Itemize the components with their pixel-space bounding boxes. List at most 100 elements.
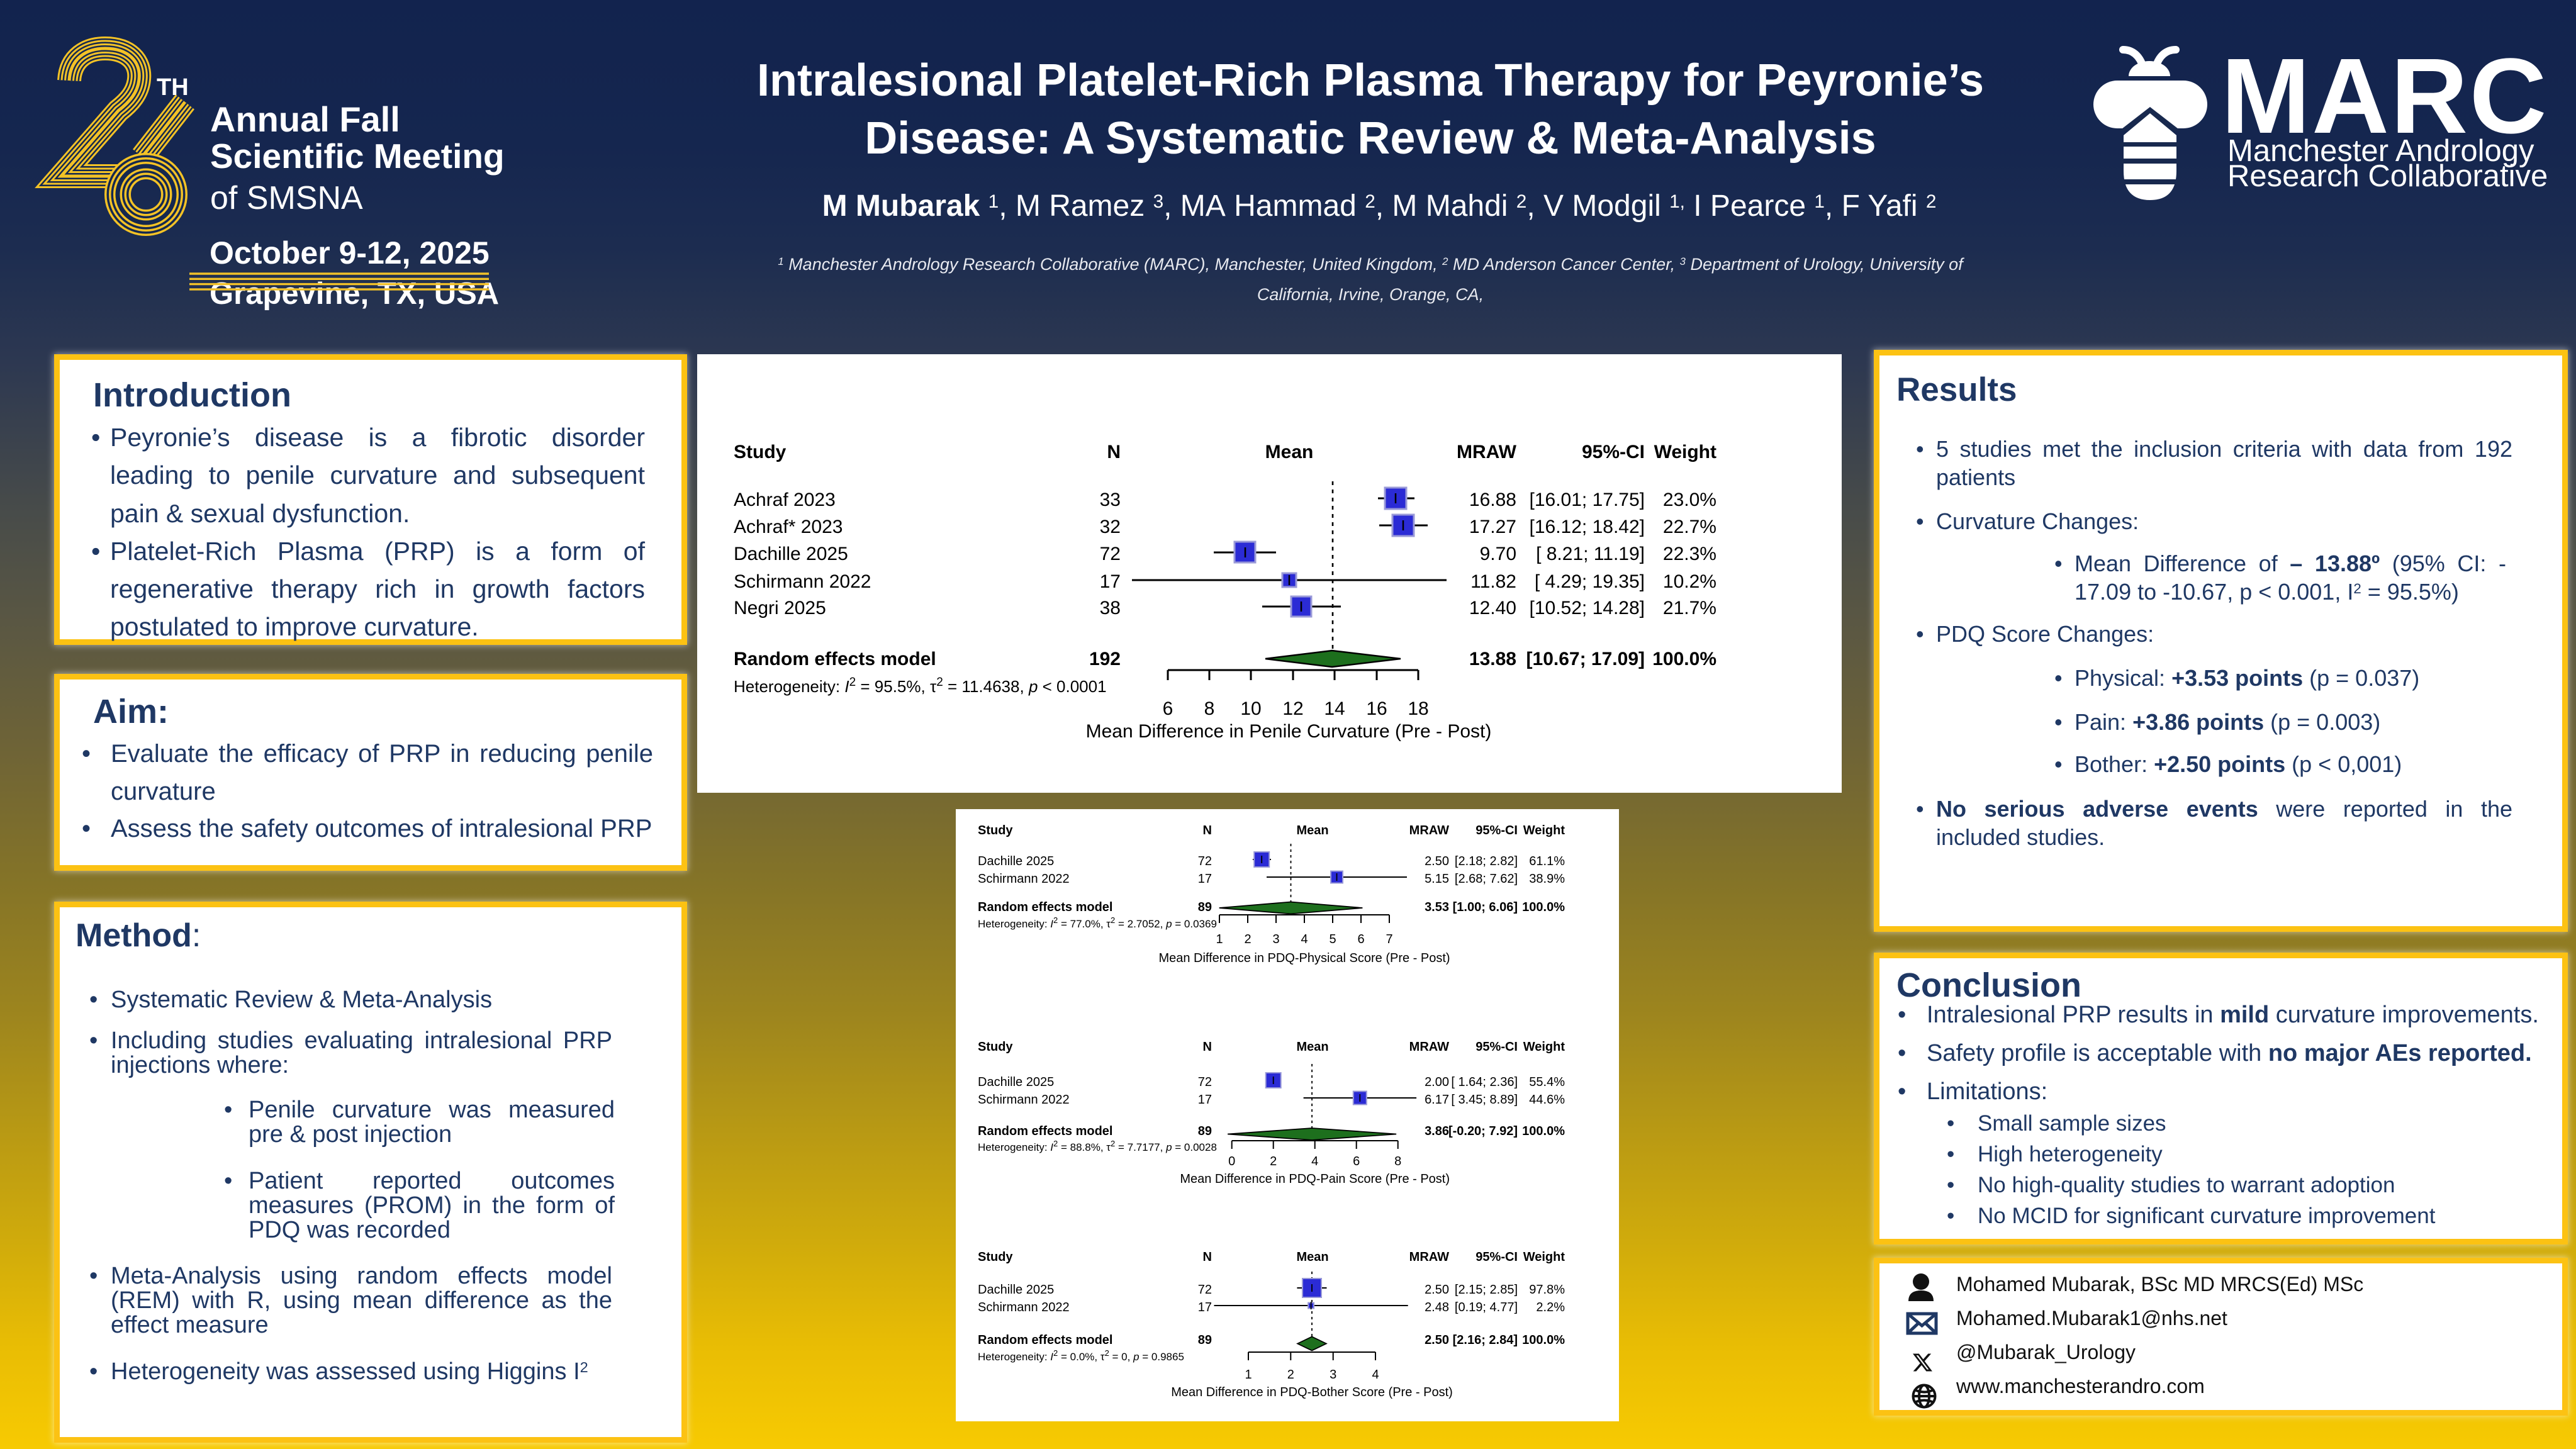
svg-text:[1.00; 6.06]: [1.00; 6.06] xyxy=(1453,900,1518,914)
svg-text:61.1%: 61.1% xyxy=(1529,854,1565,868)
svg-text:18: 18 xyxy=(1408,698,1428,719)
svg-text:Mean: Mean xyxy=(1296,1250,1328,1264)
svg-text:5.15: 5.15 xyxy=(1425,872,1449,886)
svg-text:[ 3.45; 8.89]: [ 3.45; 8.89] xyxy=(1451,1093,1518,1107)
svg-text:10: 10 xyxy=(1240,698,1261,719)
svg-text:Random effects model: Random effects model xyxy=(978,900,1112,914)
svg-text:[2.68; 7.62]: [2.68; 7.62] xyxy=(1455,872,1518,886)
svg-text:Manchester Andrology: Manchester Andrology xyxy=(2227,134,2534,168)
svg-text:55.4%: 55.4% xyxy=(1529,1075,1565,1089)
svg-text:Weight: Weight xyxy=(1523,1040,1565,1054)
svg-text:[16.01; 17.75]: [16.01; 17.75] xyxy=(1530,490,1645,510)
svg-text:2.48: 2.48 xyxy=(1425,1301,1449,1314)
svg-text:Dachille 2025: Dachille 2025 xyxy=(734,544,848,564)
svg-text:Heterogeneity: I2 = 77.0%, τ2: Heterogeneity: I2 = 77.0%, τ2 = 2.7052, … xyxy=(978,915,1217,931)
svg-text:[ 4.29; 19.35]: [ 4.29; 19.35] xyxy=(1535,571,1645,592)
svg-text:1: 1 xyxy=(1216,932,1223,946)
svg-text:[16.12; 18.42]: [16.12; 18.42] xyxy=(1530,517,1645,537)
svg-text:[2.16; 2.84]: [2.16; 2.84] xyxy=(1453,1333,1518,1347)
svg-text:100.0%: 100.0% xyxy=(1522,1333,1565,1347)
svg-text:Random effects model: Random effects model xyxy=(978,1333,1112,1347)
svg-text:TH: TH xyxy=(157,74,189,101)
svg-text:[ 1.64; 2.36]: [ 1.64; 2.36] xyxy=(1451,1075,1518,1089)
svg-text:89: 89 xyxy=(1198,900,1212,914)
svg-text:Dachille 2025: Dachille 2025 xyxy=(978,1283,1054,1297)
svg-text:95%-CI: 95%-CI xyxy=(1476,1250,1518,1264)
svg-text:5: 5 xyxy=(1329,932,1336,946)
svg-text:100.0%: 100.0% xyxy=(1522,900,1565,914)
svg-text:N: N xyxy=(1203,1250,1212,1264)
svg-text:100.0%: 100.0% xyxy=(1652,649,1716,669)
svg-text:Schirmann 2022: Schirmann 2022 xyxy=(978,1093,1070,1107)
svg-text:Heterogeneity: I2 = 88.8%, τ2: Heterogeneity: I2 = 88.8%, τ2 = 7.7177, … xyxy=(978,1139,1217,1154)
svg-text:N: N xyxy=(1203,824,1212,837)
svg-text:Heterogeneity: I2 = 95.5%, τ2: Heterogeneity: I2 = 95.5%, τ2 = 11.4638,… xyxy=(734,676,1107,697)
svg-text:Dachille 2025: Dachille 2025 xyxy=(978,854,1054,868)
svg-text:17: 17 xyxy=(1198,872,1212,886)
svg-text:N: N xyxy=(1107,442,1121,462)
svg-text:[10.67; 17.09]: [10.67; 17.09] xyxy=(1526,649,1645,669)
svg-text:9.70: 9.70 xyxy=(1480,544,1516,564)
svg-text:Weight: Weight xyxy=(1523,824,1565,837)
svg-text:Heterogeneity: I2 = 0.0%, τ2 =: Heterogeneity: I2 = 0.0%, τ2 = 0, p = 0.… xyxy=(978,1348,1184,1363)
svg-text:13.88: 13.88 xyxy=(1469,649,1516,669)
svg-text:MRAW: MRAW xyxy=(1409,1040,1449,1054)
svg-text:0: 0 xyxy=(1228,1155,1235,1168)
svg-text:Dachille 2025: Dachille 2025 xyxy=(978,1075,1054,1089)
svg-text:95%-CI: 95%-CI xyxy=(1476,824,1518,837)
svg-text:MRAW: MRAW xyxy=(1409,1250,1449,1264)
svg-text:Mean Difference in PDQ-Pain Sc: Mean Difference in PDQ-Pain Score (Pre -… xyxy=(1180,1172,1450,1186)
svg-text:4: 4 xyxy=(1372,1368,1379,1382)
svg-text:2.2%: 2.2% xyxy=(1536,1301,1565,1314)
svg-text:72: 72 xyxy=(1100,544,1121,564)
svg-text:11.82: 11.82 xyxy=(1470,571,1516,592)
svg-text:3.86: 3.86 xyxy=(1425,1124,1449,1138)
svg-text:N: N xyxy=(1203,1040,1212,1054)
svg-text:3: 3 xyxy=(1330,1368,1336,1382)
svg-text:17.27: 17.27 xyxy=(1469,517,1516,537)
svg-text:10.2%: 10.2% xyxy=(1663,571,1716,592)
svg-text:Mean: Mean xyxy=(1296,824,1328,837)
svg-text:6: 6 xyxy=(1163,698,1173,719)
svg-text:Study: Study xyxy=(978,1250,1013,1264)
svg-text:2: 2 xyxy=(1270,1155,1277,1168)
svg-text:21.7%: 21.7% xyxy=(1663,598,1716,618)
svg-text:17: 17 xyxy=(1198,1301,1212,1314)
svg-text:Mean Difference in Penile Curv: Mean Difference in Penile Curvature (Pre… xyxy=(1086,721,1492,742)
svg-text:[2.18; 2.82]: [2.18; 2.82] xyxy=(1455,854,1518,868)
svg-text:Study: Study xyxy=(978,1040,1013,1054)
svg-text:[-0.20; 7.92]: [-0.20; 7.92] xyxy=(1448,1124,1518,1138)
svg-text:2.00: 2.00 xyxy=(1425,1075,1449,1089)
svg-text:Study: Study xyxy=(978,824,1013,837)
svg-text:[ 8.21; 11.19]: [ 8.21; 11.19] xyxy=(1536,544,1645,564)
svg-text:12.40: 12.40 xyxy=(1469,598,1516,618)
svg-text:Mean: Mean xyxy=(1296,1040,1328,1054)
svg-text:22.3%: 22.3% xyxy=(1663,544,1716,564)
svg-text:Achraf 2023: Achraf 2023 xyxy=(734,490,836,510)
svg-text:95%-CI: 95%-CI xyxy=(1582,442,1645,462)
svg-text:23.0%: 23.0% xyxy=(1663,490,1716,510)
svg-text:4: 4 xyxy=(1301,932,1308,946)
svg-text:Schirmann 2022: Schirmann 2022 xyxy=(978,1301,1070,1314)
svg-text:1: 1 xyxy=(1245,1368,1252,1382)
svg-text:97.8%: 97.8% xyxy=(1529,1283,1565,1297)
svg-text:8: 8 xyxy=(1204,698,1215,719)
svg-text:6: 6 xyxy=(1353,1155,1360,1168)
svg-text:72: 72 xyxy=(1198,1075,1212,1089)
svg-text:2: 2 xyxy=(1244,932,1251,946)
svg-text:38.9%: 38.9% xyxy=(1529,872,1565,886)
svg-text:95%-CI: 95%-CI xyxy=(1476,1040,1518,1054)
svg-text:7: 7 xyxy=(1386,932,1392,946)
svg-text:Schirmann 2022: Schirmann 2022 xyxy=(978,872,1070,886)
svg-text:Negri 2025: Negri 2025 xyxy=(734,598,826,618)
svg-text:2.50: 2.50 xyxy=(1425,854,1449,868)
svg-text:16.88: 16.88 xyxy=(1469,490,1516,510)
svg-text:3.53: 3.53 xyxy=(1425,900,1449,914)
svg-text:Random effects model: Random effects model xyxy=(978,1124,1112,1138)
svg-text:MRAW: MRAW xyxy=(1409,824,1449,837)
svg-text:Mean: Mean xyxy=(1265,442,1314,462)
svg-text:100.0%: 100.0% xyxy=(1522,1124,1565,1138)
svg-text:89: 89 xyxy=(1198,1124,1212,1138)
svg-text:17: 17 xyxy=(1100,571,1121,592)
svg-text:MRAW: MRAW xyxy=(1457,442,1517,462)
